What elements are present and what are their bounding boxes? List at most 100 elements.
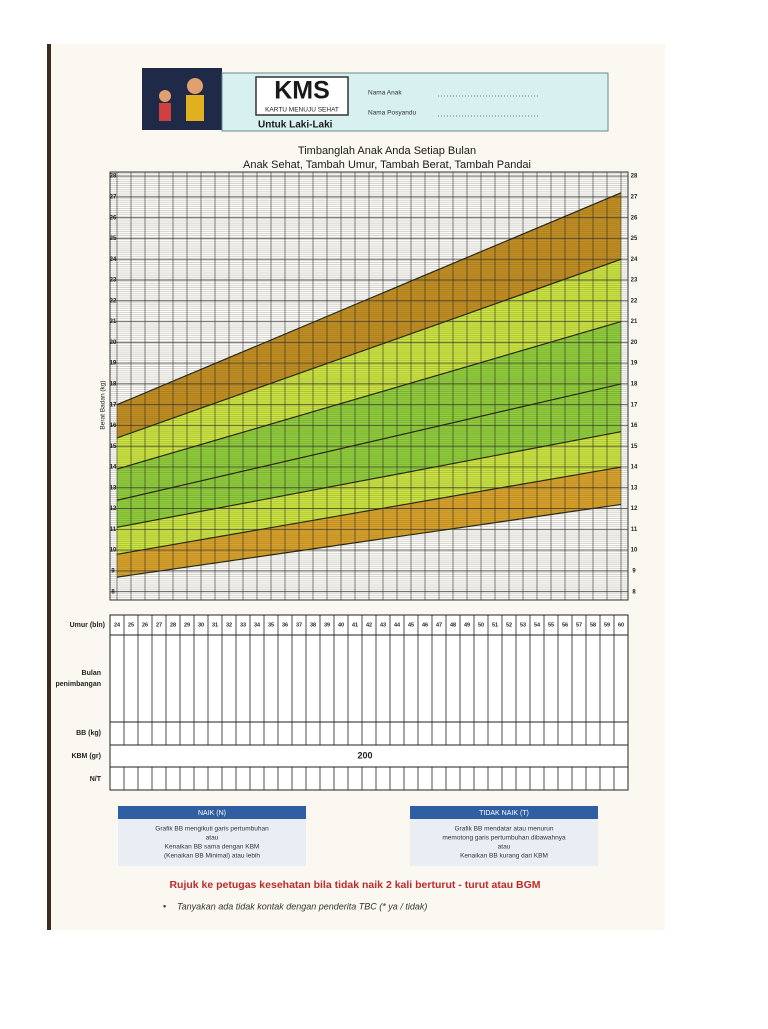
x-tick-label: 45 — [408, 622, 414, 628]
growth-line — [116, 192, 622, 406]
logo-figure — [186, 95, 204, 121]
header-subtitle: Untuk Laki-Laki — [258, 120, 333, 131]
row-label: penimbangan — [55, 681, 101, 688]
legend-line: Kenaikan BB kurang dari KBM — [460, 853, 548, 860]
x-tick-label: 43 — [380, 622, 386, 628]
y-tick-label: 8 — [111, 589, 115, 595]
y-tick-label: 14 — [631, 465, 638, 471]
x-tick-label: 37 — [296, 622, 302, 628]
y-tick-label: 8 — [632, 589, 636, 595]
y-tick-label: 11 — [631, 527, 638, 533]
legend-line: Grafik BB mengikuti garis pertumbuhan — [155, 826, 269, 833]
chart-title: Timbanglah Anak Anda Setiap Bulan — [298, 145, 476, 157]
logo-caption: KARTU MENUJU SEHAT — [265, 107, 339, 114]
x-tick-label: 34 — [254, 622, 261, 628]
footer-warning: Rujuk ke petugas kesehatan bila tidak na… — [169, 879, 540, 891]
logo-figure — [159, 90, 171, 102]
growth-line — [116, 321, 622, 470]
growth-line — [116, 431, 622, 528]
card-edge — [47, 44, 51, 930]
x-tick-label: 24 — [114, 622, 121, 628]
legend: NAIK (N) Grafik BB mengikuti garis pertum… — [118, 806, 598, 866]
x-tick-label: 27 — [156, 622, 162, 628]
x-tick-label: 38 — [310, 622, 316, 628]
row-label: KBM (gr) — [71, 753, 101, 760]
x-tick-label: 40 — [338, 622, 344, 628]
x-tick-label: 46 — [422, 622, 428, 628]
logo-text: KMS — [274, 77, 330, 105]
y-tick-label: 12 — [631, 506, 638, 512]
x-tick-label: 54 — [534, 622, 541, 628]
y-tick-label: 24 — [110, 257, 117, 263]
y-tick-label: 13 — [110, 485, 117, 491]
x-tick-label: 59 — [604, 622, 610, 628]
logo-box — [255, 76, 349, 116]
growth-line — [116, 466, 622, 555]
y-tick-label: 26 — [110, 215, 117, 221]
x-tick-label: 44 — [394, 622, 401, 628]
growth-line — [116, 383, 622, 501]
x-tick-label: 39 — [324, 622, 330, 628]
x-tick-label: 33 — [240, 622, 246, 628]
y-tick-label: 12 — [110, 506, 117, 512]
y-tick-label: 18 — [631, 382, 638, 388]
row-label: N/T — [90, 776, 102, 783]
legend-line: (Kenaikan BB Minimal) atau lebih — [164, 853, 260, 860]
table-frame — [109, 614, 629, 791]
growth-line — [116, 258, 622, 439]
legend-line: atau — [498, 844, 511, 851]
x-tick-label: 31 — [212, 622, 218, 628]
field-label: Nama Posyandu — [368, 110, 416, 117]
x-tick-label: 41 — [352, 622, 358, 628]
chart-subtitle: Anak Sehat, Tambah Umur, Tambah Berat, T… — [243, 159, 531, 171]
y-tick-label: 10 — [631, 548, 638, 554]
x-tick-label: 50 — [478, 622, 484, 628]
y-tick-label: 21 — [631, 319, 638, 325]
x-tick-label: 60 — [618, 622, 624, 628]
y-tick-label: 25 — [631, 236, 638, 242]
x-tick-label: 55 — [548, 622, 554, 628]
y-tick-label: 27 — [110, 195, 117, 201]
x-tick-label: 26 — [142, 622, 148, 628]
footer-note: Tanyakan ada tidak kontak dengan penderi… — [177, 901, 427, 911]
y-tick-label: 21 — [110, 319, 117, 325]
growth-line — [116, 503, 622, 578]
y-tick-label: 20 — [631, 340, 638, 346]
y-tick-label: 15 — [631, 444, 638, 450]
x-tick-label: 52 — [506, 622, 512, 628]
x-tick-label: 29 — [184, 622, 190, 628]
x-tick-label: 36 — [282, 622, 288, 628]
kbm-value: 200 — [357, 750, 372, 760]
x-tick-label: 35 — [268, 622, 274, 628]
y-tick-label: 23 — [631, 278, 638, 284]
x-tick-label: 32 — [226, 622, 232, 628]
x-tick-label: 47 — [436, 622, 442, 628]
y-tick-label: 17 — [631, 402, 638, 408]
legend-title: TIDAK NAIK (T) — [479, 810, 529, 817]
y-tick-label: 25 — [110, 236, 117, 242]
x-axis-label: Umur (bln) — [70, 622, 105, 629]
logo-figure — [159, 103, 171, 121]
row-label: Bulan — [82, 670, 101, 677]
x-tick-label: 28 — [170, 622, 176, 628]
logo-figure — [187, 78, 203, 94]
y-tick-label: 11 — [110, 527, 117, 533]
y-tick-label: 15 — [110, 444, 117, 450]
y-tick-label: 10 — [110, 548, 117, 554]
y-tick-label: 17 — [110, 402, 117, 408]
chart: 8 8 9 9 10 10 11 11 12 12 13 13 14 14 15 15 16 16 17 17 18 18… — [109, 171, 638, 601]
x-tick-label: 57 — [576, 622, 582, 628]
x-tick-label: 30 — [198, 622, 204, 628]
bullet: • — [163, 901, 166, 911]
y-axis-label: Berat Badan (kg) — [100, 380, 107, 429]
y-tick-label: 26 — [631, 215, 638, 221]
x-tick-label: 48 — [450, 622, 456, 628]
y-tick-label: 18 — [110, 382, 117, 388]
y-tick-label: 22 — [631, 298, 638, 304]
field-label: Nama Anak — [368, 90, 402, 97]
y-tick-label: 20 — [110, 340, 117, 346]
y-tick-label: 24 — [631, 257, 638, 263]
y-tick-label: 28 — [631, 174, 638, 180]
x-tick-label: 58 — [590, 622, 596, 628]
